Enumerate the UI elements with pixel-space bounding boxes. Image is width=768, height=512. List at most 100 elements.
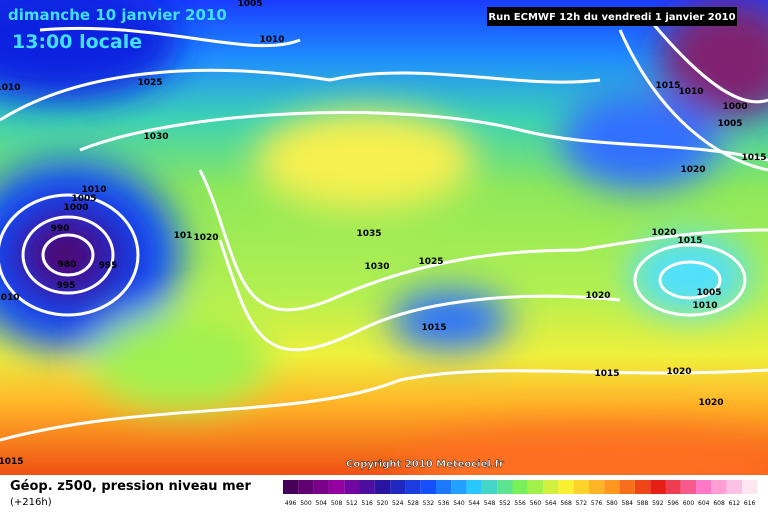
scale-swatch: [742, 480, 758, 494]
isobar-label: 1020: [680, 165, 705, 175]
isobar-label: 1005: [237, 0, 262, 9]
scale-swatch: [497, 480, 513, 494]
isobar-label: 1015: [421, 323, 446, 333]
scale-swatch: [283, 480, 299, 494]
scale-swatch: [726, 480, 742, 494]
scale-label: 612: [729, 500, 741, 507]
isobar-label: 1025: [137, 78, 162, 88]
scale-swatch: [573, 480, 589, 494]
scale-label: 524: [392, 500, 404, 507]
scale-label: 508: [331, 500, 343, 507]
isobar-label: 1000: [722, 102, 747, 112]
time-title: 13:00 locale: [12, 31, 142, 53]
scale-label: 500: [300, 500, 312, 507]
color-scale: 496 500 504 508 512 516 520 524 528 532 536 540 544 5…: [283, 480, 758, 507]
scale-label: 592: [652, 500, 664, 507]
date-title: dimanche 10 janvier 2010: [8, 6, 227, 24]
isobar-label: 1010: [259, 35, 284, 45]
scale-swatch: [451, 480, 467, 494]
scale-swatch: [313, 480, 329, 494]
scale-swatch: [405, 480, 421, 494]
scale-swatch: [344, 480, 360, 494]
scale-swatch: [420, 480, 436, 494]
isobar-label: 1010: [692, 301, 717, 311]
isobar-label: 1020: [651, 228, 676, 238]
isobar-label: 1010: [0, 293, 20, 303]
isobar-label: 1010: [0, 83, 21, 93]
scale-swatch: [665, 480, 681, 494]
isobar-label: 1030: [364, 262, 389, 272]
scale-label: 528: [407, 500, 419, 507]
isobar-label: 1005: [717, 119, 742, 129]
scale-swatch: [328, 480, 345, 494]
scale-swatch: [543, 480, 559, 494]
scale-label: 608: [713, 500, 725, 507]
run-info: Run ECMWF 12h du vendredi 1 janvier 2010: [488, 12, 735, 23]
scale-label: 556: [514, 500, 526, 507]
isobar-label: 980: [58, 260, 77, 270]
isobar-label: 1015: [655, 81, 680, 91]
copyright: Copyright 2010 Meteociel.fr: [346, 459, 504, 470]
run-box: [487, 7, 737, 26]
isobar-label: 1025: [418, 257, 443, 267]
scale-swatch: [436, 480, 452, 494]
isobar-label: 1030: [143, 132, 168, 142]
scale-label: 604: [698, 500, 710, 507]
scale-label: 616: [744, 500, 756, 507]
scale-label: 576: [591, 500, 603, 507]
scale-label: 580: [606, 500, 618, 507]
isobar-label: 1000: [63, 203, 88, 213]
scale-swatch: [374, 480, 391, 494]
scale-label: 520: [377, 500, 389, 507]
isobar-label: 1010: [678, 87, 703, 97]
scale-label: 584: [622, 500, 634, 507]
isobar-label: 1020: [193, 233, 218, 243]
scale-swatch: [359, 480, 375, 494]
scale-label: 588: [637, 500, 649, 507]
scale-label: 600: [683, 500, 695, 507]
scale-swatch: [680, 480, 697, 494]
scale-label: 596: [667, 500, 679, 507]
scale-swatch: [711, 480, 727, 494]
scale-swatch: [558, 480, 574, 494]
legend-title: Géop. z500, pression niveau mer: [10, 479, 251, 494]
scale-label: 544: [469, 500, 481, 507]
scale-label: 532: [423, 500, 435, 507]
scale-label: 536: [438, 500, 450, 507]
isobar-label: 1015: [677, 236, 702, 246]
scale-swatch: [589, 480, 605, 494]
scale-swatch: [298, 480, 314, 494]
legend-lead: (+216h): [10, 497, 52, 508]
isobar-label: 995: [57, 281, 76, 291]
isobar-label: 1015: [741, 153, 766, 163]
scale-swatch: [619, 480, 635, 494]
isobar-label: 1020: [666, 367, 691, 377]
isobar-label: 1020: [585, 291, 610, 301]
scale-swatch: [650, 480, 666, 494]
scale-swatch: [466, 480, 482, 494]
isobar-label: 995: [99, 261, 118, 271]
scale-swatch: [481, 480, 498, 494]
scale-label: 564: [545, 500, 557, 507]
scale-label: 548: [484, 500, 496, 507]
isobar-label: 1005: [71, 194, 96, 204]
isobar-label: 101: [174, 231, 193, 241]
scale-swatch: [604, 480, 620, 494]
isobar-label: 1035: [356, 229, 381, 239]
isobar-label: 990: [51, 224, 70, 234]
scale-label: 512: [346, 500, 358, 507]
scale-label: 504: [316, 500, 328, 507]
isobar-label: 1015: [0, 457, 24, 467]
isobar-label: 1005: [696, 288, 721, 298]
scale-label: 572: [576, 500, 588, 507]
isobar-label: 1015: [594, 369, 619, 379]
scale-label: 516: [361, 500, 373, 507]
scale-swatch: [512, 480, 528, 494]
scale-label: 568: [560, 500, 572, 507]
isobar-label: 1020: [698, 398, 723, 408]
scale-label: 560: [530, 500, 542, 507]
isobar-labels: 1005101010101025103010101005100099098099…: [0, 0, 767, 467]
scale-swatch: [390, 480, 406, 494]
